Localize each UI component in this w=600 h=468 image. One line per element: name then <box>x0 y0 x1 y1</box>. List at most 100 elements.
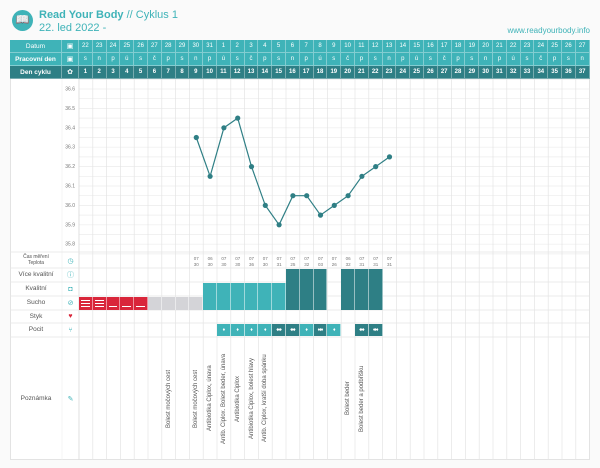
date-cell[interactable]: 19 <box>465 40 480 53</box>
mucus-dry-cell[interactable] <box>134 297 148 310</box>
note-text[interactable]: Antibiotika Ciplox, únava <box>207 365 214 432</box>
mucus-more-quality-cell[interactable] <box>355 269 369 310</box>
weekday-cell[interactable]: s <box>134 53 148 66</box>
weekday-cell[interactable]: č <box>148 53 162 66</box>
dry-icon[interactable]: ⊘ <box>67 300 74 307</box>
date-cell[interactable]: 28 <box>161 40 176 53</box>
slippery-drops-icon[interactable]: ♦♦♦ <box>355 324 369 336</box>
pencil-icon[interactable]: ✎ <box>67 395 74 403</box>
wet-drop-icon[interactable]: ♦ <box>230 324 245 336</box>
weekday-cell[interactable]: n <box>575 53 590 66</box>
weekday-cell[interactable]: ú <box>506 53 521 66</box>
date-cell[interactable]: 21 <box>493 40 507 53</box>
note-text[interactable]: Antib. Ciplox, kratší doba spánku <box>262 354 269 443</box>
date-cell[interactable]: 16 <box>424 40 438 53</box>
date-cell[interactable]: 22 <box>79 40 93 53</box>
weekday-cell[interactable]: ú <box>120 53 135 66</box>
date-cell[interactable]: 27 <box>575 40 590 53</box>
slippery-drops-icon[interactable]: ♦♦♦ <box>313 324 328 336</box>
date-cell[interactable]: 25 <box>120 40 135 53</box>
weekday-cell[interactable]: s <box>520 53 535 66</box>
mucus-quality-cell[interactable] <box>244 283 259 310</box>
date-cell[interactable]: 10 <box>341 40 355 53</box>
wet-drop-icon[interactable]: ♦ <box>327 324 342 336</box>
mucus-more-quality-cell[interactable] <box>299 269 314 310</box>
mucus-dry-cell[interactable] <box>79 297 93 310</box>
weekday-cell[interactable]: s <box>79 53 93 66</box>
date-cell[interactable]: 26 <box>562 40 576 53</box>
weekday-cell[interactable]: n <box>382 53 397 66</box>
weekday-cell[interactable]: p <box>355 53 369 66</box>
weekday-cell[interactable]: p <box>299 53 314 66</box>
weekday-cell[interactable]: s <box>327 53 342 66</box>
date-cell[interactable]: 8 <box>313 40 328 53</box>
weekday-cell[interactable]: s <box>465 53 480 66</box>
quality-icon[interactable]: ◘ <box>68 285 73 293</box>
weekday-cell[interactable]: č <box>244 53 259 66</box>
weekday-cell[interactable]: s <box>424 53 438 66</box>
date-cell[interactable]: 24 <box>106 40 121 53</box>
date-cell[interactable]: 13 <box>382 40 397 53</box>
date-cell[interactable]: 23 <box>520 40 535 53</box>
note-text[interactable]: Bolest beder <box>345 381 352 416</box>
wet-drop-icon[interactable]: ♦ <box>244 324 259 336</box>
date-cell[interactable]: 17 <box>437 40 452 53</box>
more-quality-icon[interactable]: ⓘ <box>67 272 74 279</box>
date-cell[interactable]: 1 <box>217 40 231 53</box>
date-cell[interactable]: 14 <box>396 40 411 53</box>
note-text[interactable]: Bolest beder a podbřišku <box>358 365 365 432</box>
date-cell[interactable]: 11 <box>355 40 369 53</box>
mucus-more-quality-cell[interactable] <box>368 269 383 310</box>
note-text[interactable]: Bolest močových cest <box>193 369 200 428</box>
weekday-cell[interactable]: č <box>341 53 355 66</box>
note-text[interactable]: Bolest močových cest <box>165 369 172 428</box>
wet-drop-icon[interactable]: ♦ <box>217 324 231 336</box>
note-text[interactable]: Antibiotika Ciplox <box>234 375 241 422</box>
mucus-quality-cell[interactable] <box>230 283 245 310</box>
mucus-more-quality-cell[interactable] <box>341 269 355 310</box>
heart-icon[interactable]: ♥ <box>68 313 73 320</box>
weekday-cell[interactable]: p <box>396 53 411 66</box>
date-cell[interactable]: 23 <box>92 40 107 53</box>
weekday-cell[interactable]: s <box>175 53 190 66</box>
website-link[interactable]: www.readyourbody.info <box>507 26 590 35</box>
date-cell[interactable]: 15 <box>410 40 424 53</box>
weekday-cell[interactable]: n <box>286 53 300 66</box>
mucus-more-quality-cell[interactable] <box>286 269 300 310</box>
note-text[interactable]: Antibiotika Ciplox, bolest hlavy <box>248 357 255 440</box>
date-cell[interactable]: 22 <box>506 40 521 53</box>
weekday-cell[interactable]: p <box>548 53 562 66</box>
date-cell[interactable]: 3 <box>244 40 259 53</box>
date-cell[interactable]: 24 <box>534 40 549 53</box>
date-cell[interactable]: 30 <box>189 40 204 53</box>
mucus-quality-cell[interactable] <box>258 283 273 310</box>
weekday-cell[interactable]: p <box>106 53 121 66</box>
weekday-cell[interactable]: p <box>451 53 466 66</box>
date-cell[interactable]: 29 <box>175 40 190 53</box>
mucus-quality-cell[interactable] <box>272 283 286 310</box>
mucus-dry-cell[interactable] <box>106 297 121 310</box>
date-cell[interactable]: 12 <box>368 40 383 53</box>
date-cell[interactable]: 7 <box>299 40 314 53</box>
date-cell[interactable]: 9 <box>327 40 342 53</box>
mucus-more-quality-cell[interactable] <box>313 269 328 310</box>
weekday-cell[interactable]: p <box>258 53 273 66</box>
weekday-cell[interactable]: p <box>203 53 217 66</box>
mucus-dry-cell[interactable] <box>92 297 107 310</box>
weekday-cell[interactable]: s <box>562 53 576 66</box>
weekday-cell[interactable]: n <box>92 53 107 66</box>
weekday-cell[interactable]: p <box>493 53 507 66</box>
weekday-cell[interactable]: ú <box>410 53 424 66</box>
slippery-drops-icon[interactable]: ♦♦♦ <box>272 324 286 336</box>
date-cell[interactable]: 20 <box>479 40 493 53</box>
mucus-quality-cell[interactable] <box>203 283 217 310</box>
date-cell[interactable]: 25 <box>548 40 562 53</box>
weekday-cell[interactable]: č <box>534 53 549 66</box>
note-text[interactable]: Antib. Ciplox. Bolest beder, únava <box>220 353 227 444</box>
weekday-cell[interactable]: n <box>189 53 204 66</box>
mucus-quality-cell[interactable] <box>217 283 231 310</box>
mucus-none-cell[interactable] <box>161 297 176 310</box>
mucus-none-cell[interactable] <box>148 297 162 310</box>
weekday-cell[interactable]: č <box>437 53 452 66</box>
date-cell[interactable]: 18 <box>451 40 466 53</box>
